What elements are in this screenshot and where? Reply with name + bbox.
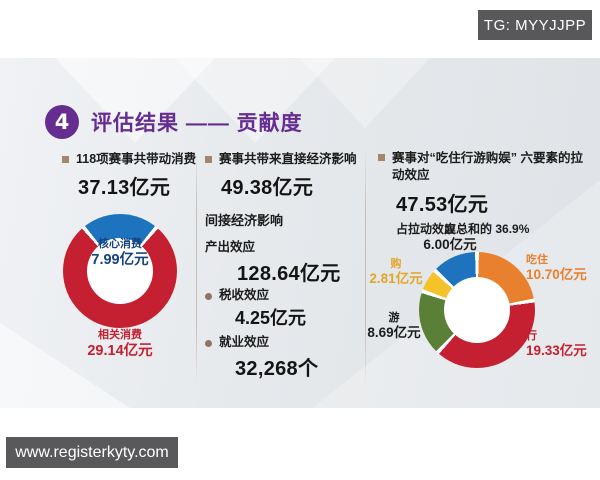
tour-name: 游 — [388, 312, 400, 324]
tour-label: 游 8.69亿元 — [366, 312, 422, 341]
share-note-value: 36.9% — [495, 221, 530, 236]
donut-hole — [444, 277, 510, 343]
column-divider — [196, 148, 197, 386]
employment-effect-label: 就业效应 — [219, 335, 270, 350]
output-effect-label: 产出效应 — [205, 239, 256, 254]
tax-effect-amount: 4.25亿元 — [235, 308, 307, 329]
donut-hole — [87, 238, 153, 304]
slide-title-row: 4 评估结果 —— 贡献度 — [45, 105, 303, 139]
transport-name: 行 — [526, 330, 537, 342]
website-watermark-badge: www.registerkyty.com — [6, 437, 178, 468]
telegram-watermark-text: TG: MYYJJPP — [483, 16, 587, 34]
consumption-column: 118项赛事共带动消费 37.13亿元 — [62, 152, 197, 200]
indirect-impact-header: 间接经济影响 — [205, 212, 284, 228]
background-chevron-shape — [300, 58, 430, 128]
entertainment-label: 娱 6.00亿元 — [408, 224, 492, 253]
six-elements-column: 赛事对“吃住行游购娱” 六要素的拉动效应 47.53亿元 占拉动效应总和的 36… — [378, 150, 590, 237]
six-elements-chart-area: 娱 6.00亿元 吃住 10.70亿元 购 2.81亿元 游 8.69亿元 行 … — [366, 224, 592, 376]
employment-effect-amount: 32,268个 — [235, 357, 319, 380]
six-elements-donut-chart — [419, 252, 535, 368]
entertainment-name: 娱 — [444, 224, 456, 236]
consumption-amount: 37.13亿元 — [78, 176, 171, 199]
shopping-name: 购 — [390, 258, 402, 270]
presentation-slide: 4 评估结果 —— 贡献度 118项赛事共带动消费 37.13亿元 核心消费 7… — [0, 58, 600, 408]
consumption-header-row: 118项赛事共带动消费 — [62, 152, 197, 168]
tour-value: 8.69亿元 — [367, 325, 421, 341]
economic-impact-column: 赛事共带来直接经济影响 49.38亿元 间接经济影响 产出效应 128.64亿元… — [205, 152, 367, 383]
eat-stay-name: 吃住 — [526, 254, 548, 266]
consumption-donut-chart: 核心消费 7.99亿元 — [63, 214, 177, 328]
six-elements-header: 赛事对“吃住行游购娱” 六要素的拉动效应 — [392, 151, 583, 182]
shopping-label: 购 2.81亿元 — [368, 258, 424, 287]
six-elements-header-row: 赛事对“吃住行游购娱” 六要素的拉动效应 — [378, 150, 590, 184]
core-consumption-name: 核心消费 — [98, 238, 142, 250]
transport-label: 行 19.33亿元 — [526, 330, 592, 359]
share-note: 占拉动效应总和的 36.9% — [396, 220, 590, 237]
transport-value: 19.33亿元 — [526, 343, 587, 359]
output-effect-amount: 128.64亿元 — [237, 262, 341, 285]
round-bullet-icon — [205, 340, 212, 348]
tax-effect-row: 税收效应 — [205, 288, 367, 304]
slide-title: 评估结果 —— 贡献度 — [91, 112, 303, 135]
related-consumption-name: 相关消费 — [98, 329, 142, 341]
six-elements-amount: 47.53亿元 — [396, 193, 489, 216]
telegram-watermark-badge: TG: MYYJJPP — [478, 10, 592, 40]
round-bullet-icon — [205, 292, 212, 300]
square-bullet-icon — [378, 154, 385, 161]
related-consumption-label: 相关消费 29.14亿元 — [63, 329, 177, 360]
related-consumption-value: 29.14亿元 — [87, 342, 153, 359]
tax-effect-label: 税收效应 — [219, 287, 270, 302]
shopping-value: 2.81亿元 — [369, 271, 423, 287]
direct-impact-header-row: 赛事共带来直接经济影响 — [205, 152, 367, 168]
share-note-prefix: 占拉动效应总和的 — [396, 221, 496, 236]
section-number-badge: 4 — [45, 105, 79, 139]
eat-stay-value: 10.70亿元 — [526, 267, 587, 283]
direct-impact-header: 赛事共带来直接经济影响 — [219, 152, 357, 166]
website-watermark-text: www.registerkyty.com — [15, 443, 169, 461]
consumption-header: 118项赛事共带动消费 — [76, 152, 197, 166]
square-bullet-icon — [205, 156, 212, 163]
column-divider — [365, 148, 366, 386]
entertainment-value: 6.00亿元 — [423, 237, 477, 253]
core-consumption-value: 7.99亿元 — [91, 251, 149, 268]
employment-effect-row: 就业效应 — [205, 335, 367, 351]
eat-stay-label: 吃住 10.70亿元 — [526, 254, 592, 283]
core-consumption-label: 核心消费 7.99亿元 — [63, 238, 177, 269]
square-bullet-icon — [62, 156, 69, 163]
direct-impact-amount: 49.38亿元 — [221, 176, 314, 199]
